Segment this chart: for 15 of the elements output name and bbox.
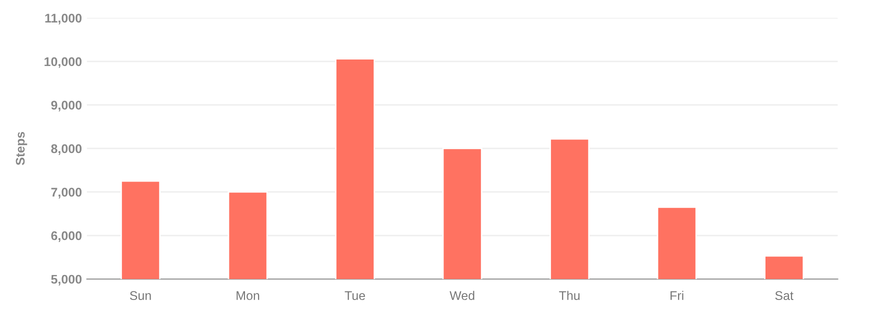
x-tick-label: Fri: [670, 290, 684, 300]
y-tick-label: 9,000: [51, 100, 82, 112]
y-tick-label: 8,000: [51, 144, 82, 155]
x-tick-label: Thu: [559, 290, 580, 300]
x-tick-label: Wed: [450, 290, 474, 300]
y-tick-label: 7,000: [51, 188, 82, 198]
y-tick-label: 5,000: [51, 274, 82, 286]
y-axis-title: Steps: [16, 132, 28, 166]
x-tick-label: Sun: [130, 291, 151, 300]
x-tick-label: Mon: [236, 291, 260, 300]
y-tick-label: 11,000: [45, 14, 82, 24]
x-tick-label: Tue: [344, 291, 366, 300]
x-tick-label: Sat: [775, 291, 794, 300]
y-tick-label: 6,000: [51, 231, 82, 242]
y-tick-label: 10,000: [44, 57, 82, 68]
